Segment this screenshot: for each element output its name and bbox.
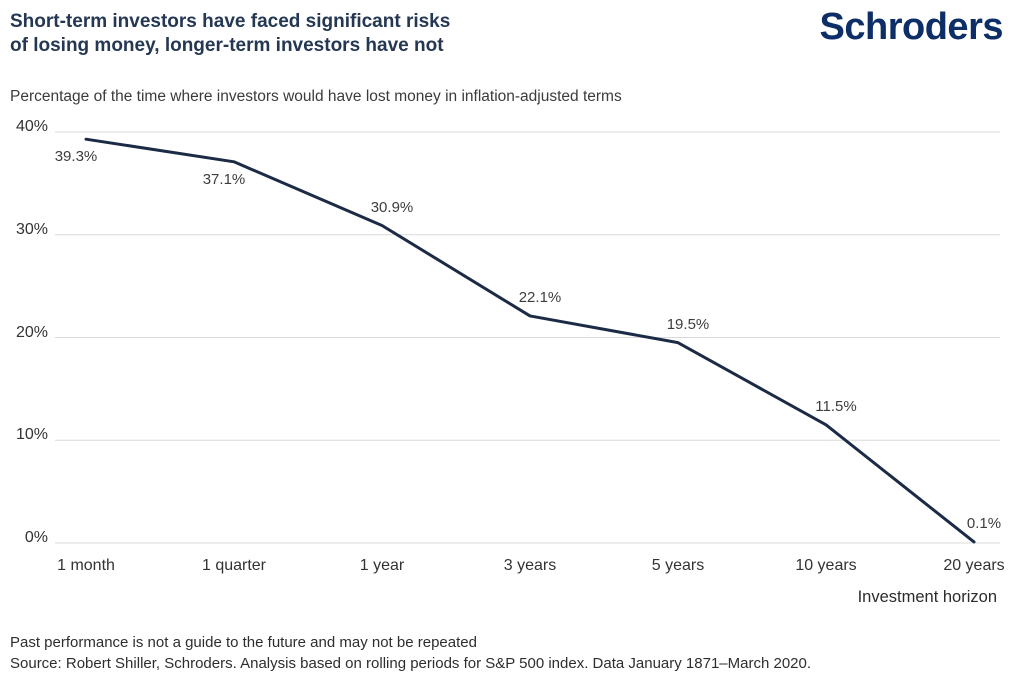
y-tick-label: 20% — [15, 323, 48, 341]
title-line-1: Short-term investors have faced signific… — [10, 11, 451, 32]
schroders-logo: Schroders — [819, 6, 1004, 48]
gridlines — [55, 131, 1000, 544]
x-tick-label: 1 quarter — [201, 557, 267, 574]
y-tick-label: 10% — [15, 426, 48, 444]
y-tick-label: 0% — [24, 529, 48, 546]
x-tick-label: 20 years — [943, 557, 1005, 574]
x-tick-label: 3 years — [503, 557, 557, 574]
source-text: Source: Robert Shiller, Schroders. Analy… — [10, 655, 812, 672]
data-label: 11.5% — [815, 397, 857, 415]
data-label: 19.5% — [666, 315, 710, 333]
title-line-2: of losing money, longer-term investors h… — [10, 35, 444, 56]
footer: Past performance is not a guide to the f… — [10, 632, 1010, 674]
chart-subtitle: Percentage of the time where investors w… — [10, 88, 622, 105]
data-label: 30.9% — [370, 198, 414, 216]
data-label: 22.1% — [518, 288, 562, 306]
x-tick-label: 1 year — [359, 557, 405, 574]
x-tick-label: 10 years — [795, 557, 857, 574]
data-label: 39.3% — [54, 148, 98, 166]
y-tick-label: 30% — [15, 220, 48, 238]
x-tick-label: 5 years — [651, 557, 705, 574]
data-label: 0.1% — [966, 514, 1002, 532]
data-label: 37.1% — [202, 170, 246, 188]
x-tick-label: 1 month — [57, 557, 115, 574]
page-title: Short-term investors have faced signific… — [10, 10, 570, 58]
x-axis-title: Investment horizon — [857, 588, 997, 606]
loss-probability-line — [84, 137, 976, 544]
disclaimer-text: Past performance is not a guide to the f… — [10, 634, 477, 651]
y-tick-label: 40% — [15, 118, 48, 135]
